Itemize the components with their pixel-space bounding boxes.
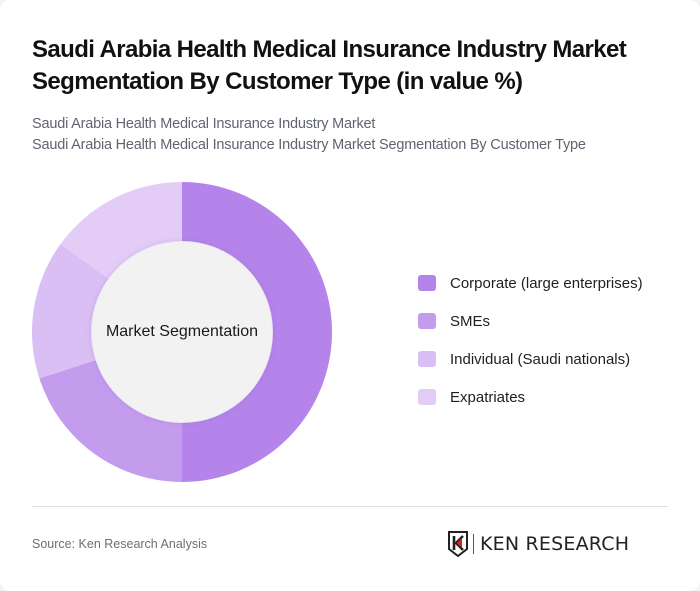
subtitle-line-2: Saudi Arabia Health Medical Insurance In… [32, 137, 586, 153]
legend-swatch-icon [418, 389, 436, 405]
legend-label: Corporate (large enterprises) [450, 274, 643, 292]
donut-slice-expatriates[interactable] [60, 182, 182, 279]
donut-slice-smes[interactable] [39, 360, 182, 482]
logo-text: KEN RESEARCH [480, 533, 630, 555]
legend-label: Expatriates [450, 388, 526, 406]
chart-subtitle: Saudi Arabia Health Medical Insurance In… [32, 114, 586, 156]
donut-hole [92, 242, 272, 422]
donut-chart [31, 182, 332, 482]
legend-swatch-icon [418, 351, 436, 367]
legend-item-corporate[interactable]: Corporate (large enterprises) [418, 264, 643, 302]
chart-title: Saudi Arabia Health Medical Insurance In… [32, 36, 627, 95]
legend-label: SMEs [450, 312, 491, 330]
footer-divider [32, 506, 668, 507]
legend-swatch-icon [418, 275, 436, 291]
legend-label: Individual (Saudi nationals) [450, 350, 631, 368]
legend-item-individual[interactable]: Individual (Saudi nationals) [418, 340, 643, 378]
ken-research-logo: KEN RESEARCH [447, 531, 629, 557]
subtitle-line-1: Saudi Arabia Health Medical Insurance In… [32, 116, 376, 132]
donut-slice-individual-saudi-nationals[interactable] [31, 243, 109, 379]
source-note: Source: Ken Research Analysis [32, 537, 208, 551]
legend-item-smes[interactable]: SMEs [418, 302, 643, 340]
legend-swatch-icon [418, 313, 436, 329]
donut-slice-corporate-large-enterprises[interactable] [182, 182, 332, 482]
ken-research-shield-icon [448, 531, 468, 557]
logo-separator [473, 534, 474, 554]
legend-item-expatriates[interactable]: Expatriates [418, 378, 643, 416]
chart-legend: Corporate (large enterprises) SMEs Indiv… [418, 264, 643, 416]
